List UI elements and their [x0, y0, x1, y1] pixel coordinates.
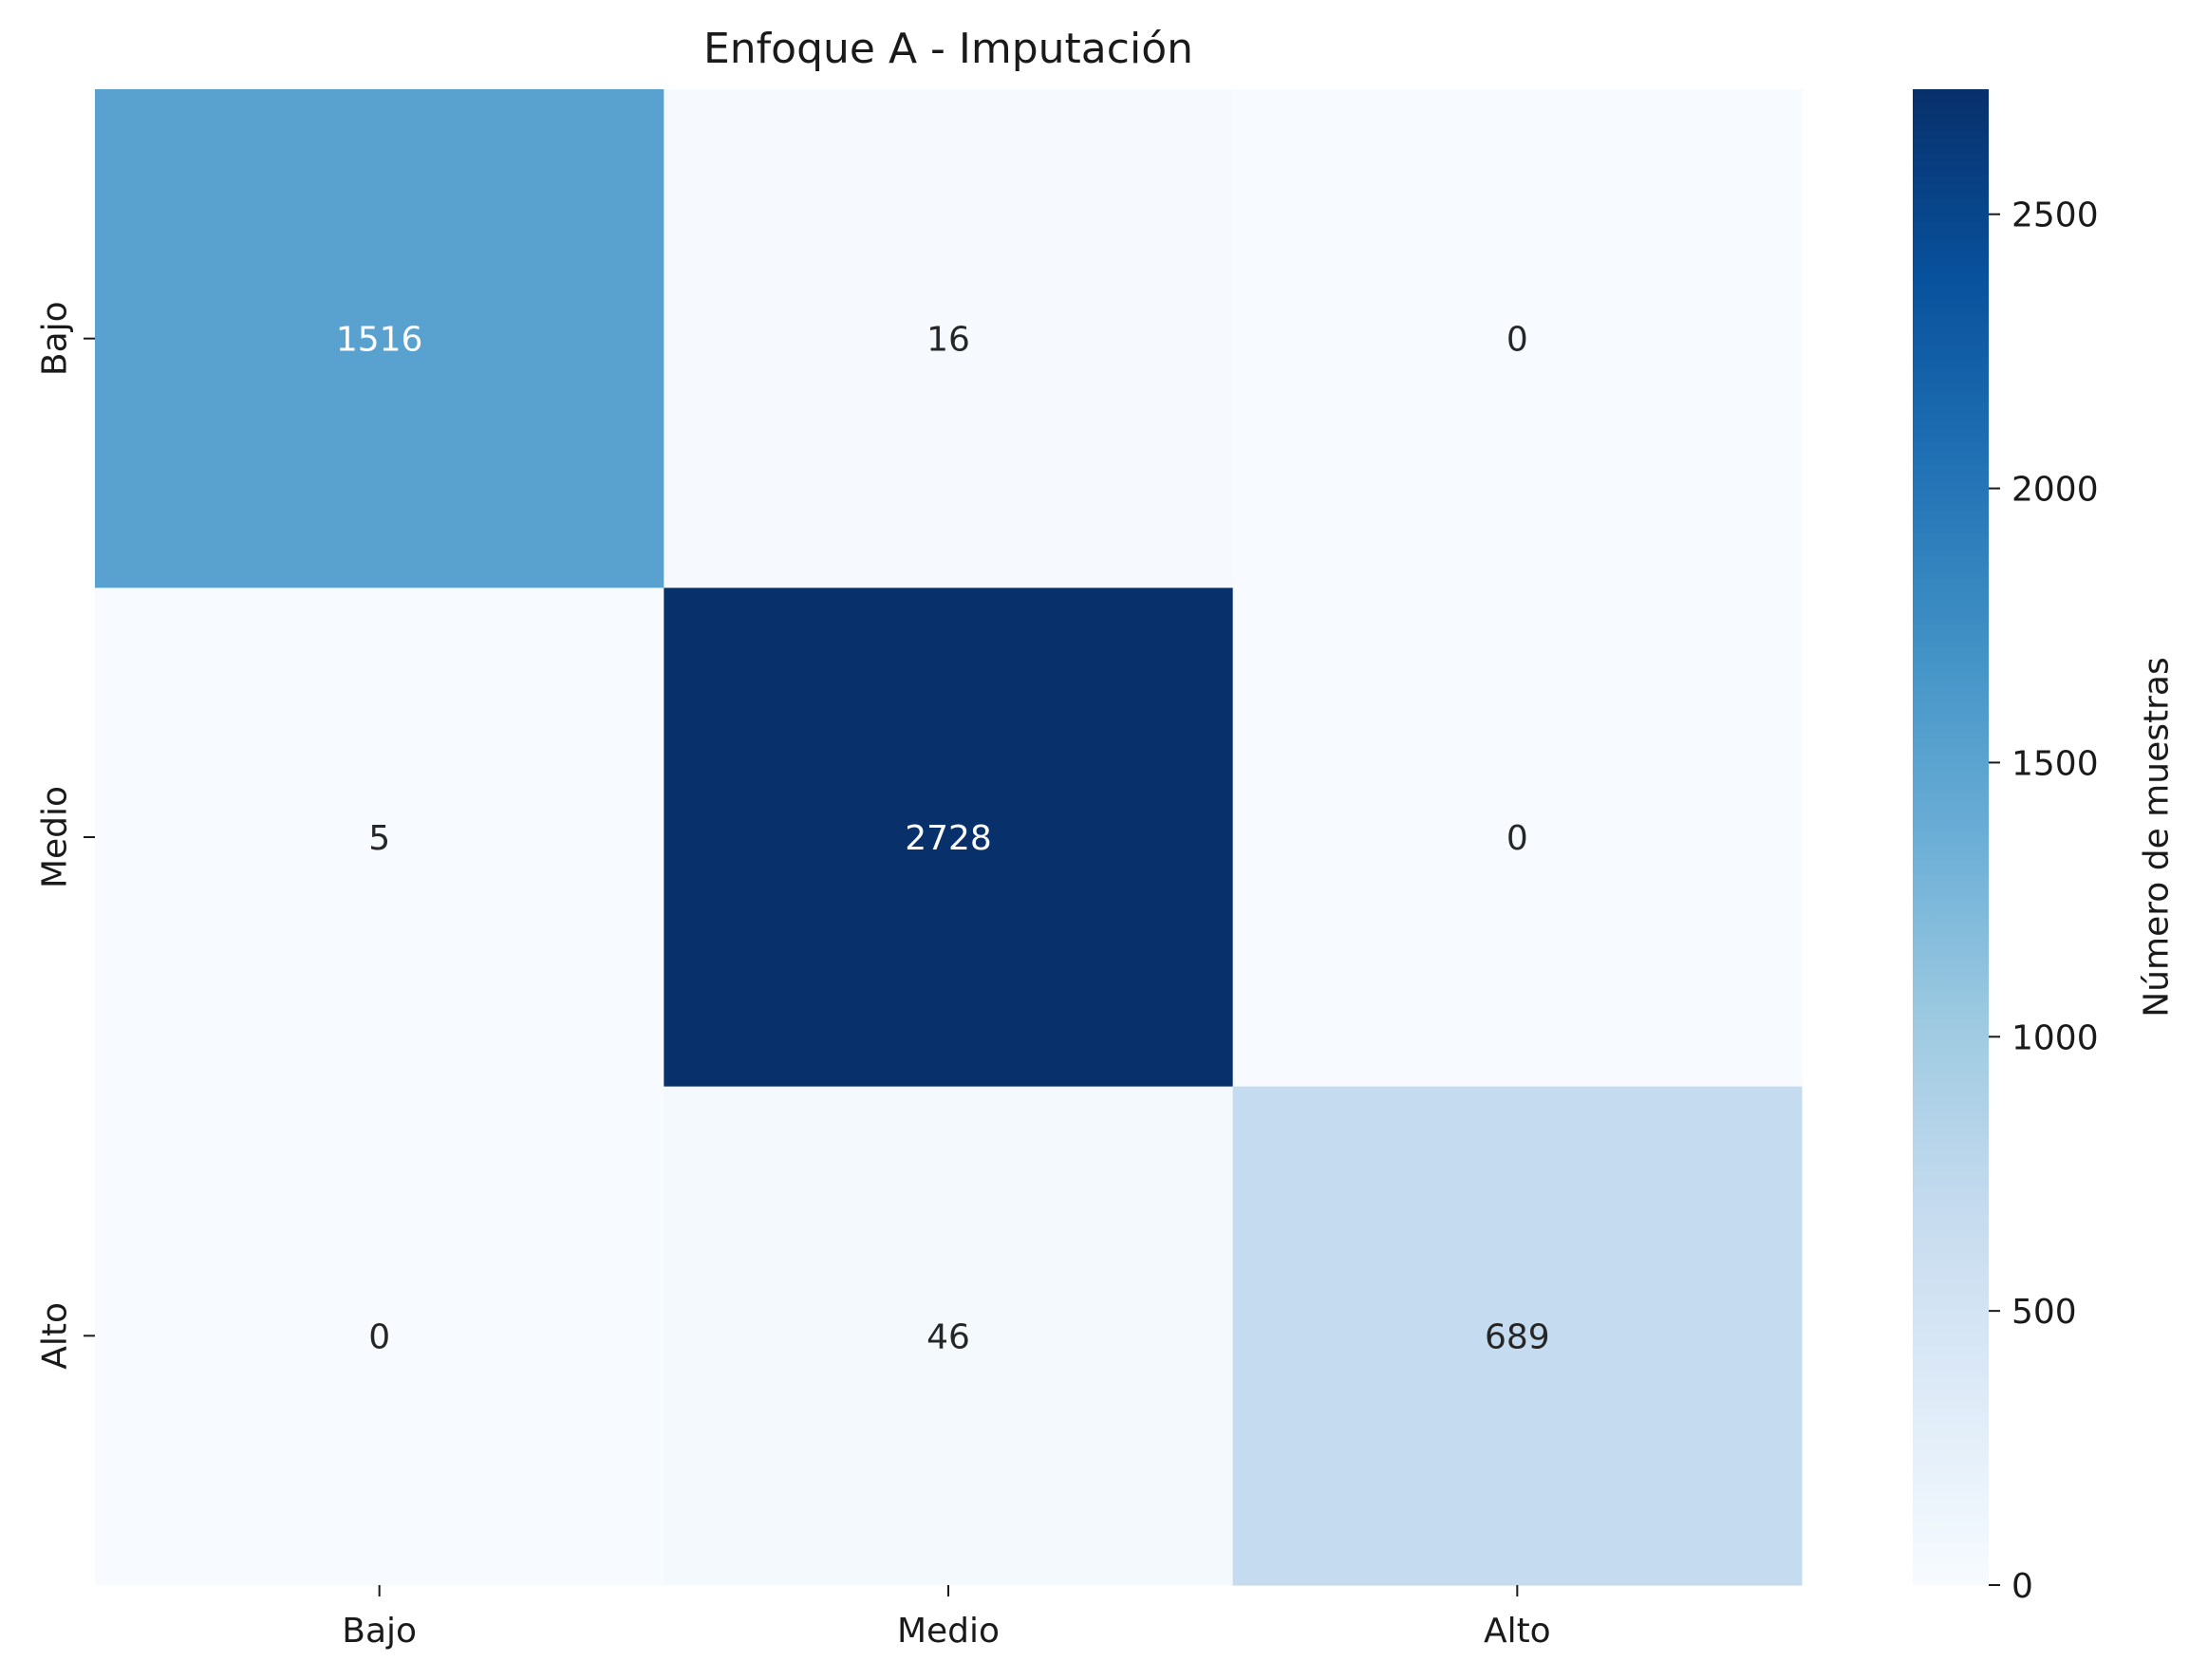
- colorbar: [1913, 89, 1989, 1585]
- heatmap-cell-medio-alto: [1232, 588, 1803, 1088]
- cell-value-bajo-bajo: 1516: [336, 321, 423, 360]
- heatmap-cell-alto-bajo: [95, 1086, 664, 1586]
- colorbar-gradient: [1913, 89, 1989, 1585]
- colorbar-tick-label: 1500: [2011, 744, 2099, 783]
- colorbar-ticks: 0 500 1000 1500 2000 2500: [1989, 196, 2099, 1606]
- row-axis: Bajo Medio Alto: [36, 301, 95, 1370]
- heatmap-cell-alto-medio: [664, 1086, 1234, 1586]
- cell-value-medio-alto: 0: [1506, 819, 1528, 858]
- colorbar-tick-label: 1000: [2011, 1018, 2099, 1057]
- cell-value-medio-medio: 2728: [905, 819, 992, 858]
- cell-value-bajo-alto: 0: [1506, 321, 1528, 360]
- cell-value-alto-bajo: 0: [368, 1317, 390, 1356]
- heatmap-cell-bajo-bajo: [95, 89, 664, 588]
- heatmap-cells: [95, 89, 1803, 1586]
- colorbar-label: Número de muestras: [2138, 657, 2177, 1017]
- row-tick-label: Bajo: [36, 301, 75, 376]
- colorbar-tick-label: 2000: [2011, 471, 2099, 510]
- cell-value-bajo-medio: 16: [926, 321, 970, 360]
- chart-title: Enfoque A - Imputación: [703, 25, 1193, 73]
- heatmap-cell-labels: 1516 16 0 5 2728 0 0 46 689: [336, 321, 1550, 1357]
- colorbar-tick-label: 2500: [2011, 196, 2099, 235]
- column-tick-label: Medio: [897, 1612, 1000, 1651]
- row-tick-label: Medio: [36, 786, 75, 888]
- column-tick-label: Alto: [1484, 1612, 1551, 1651]
- cell-value-alto-alto: 689: [1485, 1317, 1550, 1356]
- column-axis: Bajo Medio Alto: [342, 1585, 1551, 1651]
- cell-value-alto-medio: 46: [926, 1317, 970, 1356]
- row-tick-label: Alto: [36, 1302, 75, 1370]
- colorbar-tick-label: 500: [2011, 1293, 2077, 1332]
- cell-value-medio-bajo: 5: [368, 819, 390, 858]
- heatmap-cell-bajo-medio: [664, 89, 1234, 588]
- heatmap-cell-bajo-alto: [1232, 89, 1803, 588]
- column-tick-label: Bajo: [342, 1612, 417, 1651]
- heatmap-cell-alto-alto: [1232, 1086, 1803, 1586]
- heatmap-cell-medio-medio: [664, 588, 1234, 1088]
- colorbar-tick-label: 0: [2011, 1567, 2033, 1606]
- heatmap-cell-medio-bajo: [95, 588, 664, 1088]
